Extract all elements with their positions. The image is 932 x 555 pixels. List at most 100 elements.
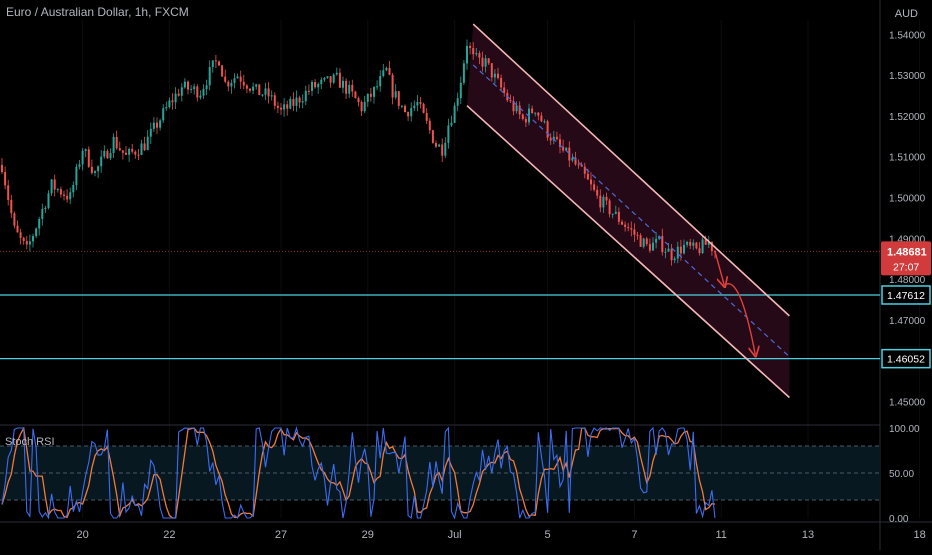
candle-body [314, 82, 317, 88]
candle-body [205, 85, 208, 90]
candle-body [416, 102, 419, 106]
candle-body [537, 112, 540, 116]
candle-body [363, 101, 366, 112]
price-tick-label: 1.52000 [889, 112, 926, 123]
time-tick-label: 11 [715, 529, 726, 541]
candle-body [264, 88, 267, 95]
projection-arrow-2[interactable] [723, 283, 755, 355]
candle-body [103, 150, 106, 157]
candle-body [100, 156, 103, 167]
candle-body [13, 213, 16, 226]
candle-body [354, 91, 357, 99]
candle-body [472, 48, 475, 55]
candle-body [707, 241, 710, 245]
candle-body [546, 121, 549, 138]
candle-body [500, 78, 503, 88]
candle-body [534, 112, 537, 114]
candle-body [81, 150, 84, 165]
candle-body [218, 61, 220, 66]
candle-body [41, 208, 44, 219]
candle-body [66, 195, 69, 200]
candle-body [676, 246, 679, 259]
candle-body [125, 152, 127, 155]
candle-body [531, 108, 534, 113]
candle-body [190, 89, 193, 91]
candle-body [469, 45, 472, 49]
candle-body [447, 125, 450, 143]
candle-body [196, 86, 199, 98]
candle-body [134, 151, 137, 155]
candle-body [171, 100, 174, 103]
candle-body [636, 234, 639, 236]
candle-body [304, 90, 307, 102]
candle-body [292, 98, 295, 106]
candle-body [698, 248, 701, 254]
candle-body [391, 74, 394, 98]
candle-body [183, 81, 186, 88]
candles [1, 39, 716, 266]
candle-body [177, 93, 180, 96]
candle-body [245, 85, 248, 89]
candle-body [410, 108, 413, 117]
stoch-rsi-pane [0, 425, 880, 520]
candle-body [382, 70, 385, 76]
candle-body [540, 115, 543, 122]
candle-body [543, 121, 546, 123]
candle-body [509, 100, 512, 102]
candle-body [478, 53, 481, 58]
candle-body [438, 144, 441, 147]
candle-body [140, 143, 143, 155]
candle-body [466, 45, 468, 64]
stoch-band-fill [0, 446, 880, 500]
currency-unit: AUD [894, 8, 918, 20]
channel-lower-line[interactable] [466, 105, 790, 399]
candle-body [379, 75, 382, 87]
candle-body [211, 60, 214, 68]
candle-body [481, 57, 484, 67]
candle-body [242, 81, 245, 86]
candle-body [118, 148, 121, 151]
candle-body [338, 72, 341, 88]
candle-body [146, 136, 149, 151]
level-badge-label: 1.47612 [887, 290, 925, 302]
candle-body [1, 164, 3, 173]
projection-arrow-1[interactable] [714, 251, 724, 285]
candle-body [143, 143, 146, 151]
candle-body [38, 218, 41, 229]
price-tick-label: 1.50000 [889, 194, 926, 205]
candle-body [109, 152, 112, 159]
candle-body [645, 238, 648, 245]
stoch-d-line [1, 426, 716, 519]
candle-body [648, 244, 651, 251]
current-price-badge [881, 241, 931, 276]
channel-upper-line[interactable] [472, 23, 790, 317]
candle-body [633, 229, 636, 235]
candle-body [710, 241, 713, 252]
level-badge-box [881, 285, 931, 305]
time-tick-label: 7 [631, 529, 637, 541]
candle-body [490, 63, 493, 78]
chart-title: Euro / Australian Dollar, 1h, FXCM [6, 5, 189, 19]
drawings[interactable] [0, 23, 880, 399]
candle-body [311, 82, 313, 91]
candle-body [10, 199, 13, 214]
candle-body [413, 105, 416, 109]
candle-body [193, 86, 196, 90]
candle-body [441, 144, 444, 156]
candle-body [608, 200, 611, 215]
candle-body [515, 105, 518, 112]
candle-body [87, 149, 90, 167]
candle-body [59, 189, 62, 195]
candle-body [149, 128, 152, 137]
candle-body [664, 251, 667, 253]
candle-body [90, 166, 93, 173]
candle-body [280, 107, 282, 110]
candle-body [252, 86, 255, 91]
candle-body [202, 89, 205, 96]
candle-body [528, 108, 530, 123]
candle-body [686, 241, 689, 245]
candle-body [611, 213, 614, 215]
candle-body [307, 90, 310, 92]
